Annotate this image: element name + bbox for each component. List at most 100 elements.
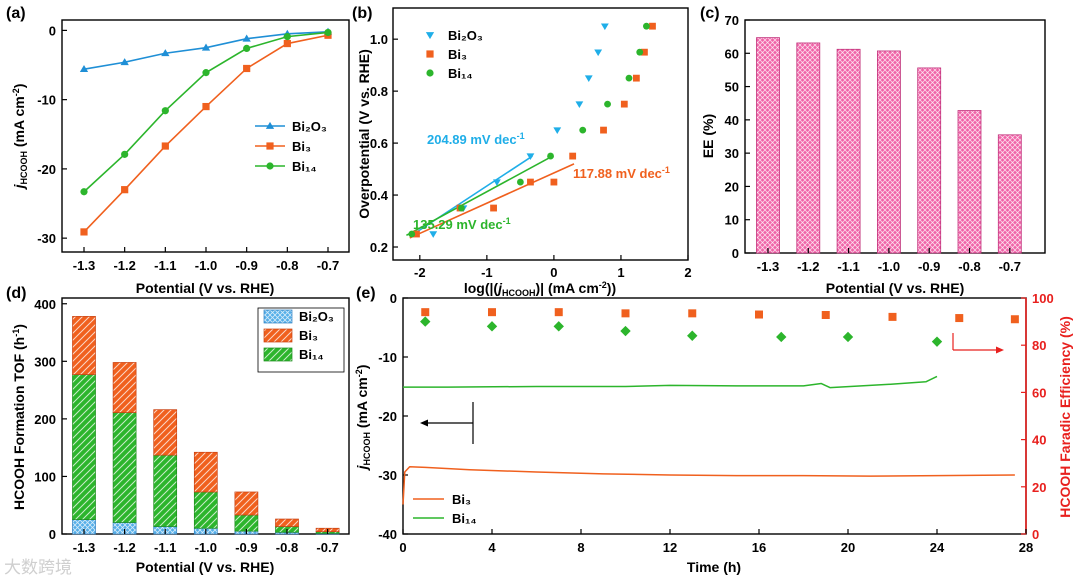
legend-label-bi14: Bi₁₄ (452, 511, 477, 526)
point-bi3 (413, 230, 420, 238)
panel-a-xtick-label: -1.2 (113, 258, 135, 273)
point-bi14 (636, 48, 644, 56)
point-bi14 (457, 204, 465, 212)
legend-label-bi3: Bi₃ (292, 139, 311, 154)
legend-label-bi3: Bi₃ (452, 492, 471, 507)
fe-point-bi3-fe (1010, 315, 1019, 324)
bar-bi14--1.1 (153, 454, 178, 527)
point-bi2o3 (242, 34, 251, 42)
panel-e-ytick-right-label: 100 (1032, 291, 1054, 306)
legend-swatch-bi3 (263, 328, 293, 343)
panel-c-xtick-label: -1.0 (878, 259, 900, 274)
fe-point-bi14-fe (687, 330, 698, 341)
panel-a-label: (a) (6, 5, 26, 22)
panel-b-xtick-label: -1 (481, 265, 493, 280)
panel-c: (c) -1.3 -1.2 -1.1 -1.0 -0.9 -0.8 -0.7 0 10 20 30 4… (700, 5, 1046, 296)
panel-b-xtick-label: 0 (550, 265, 557, 280)
panel-c-ytick-label: 70 (725, 13, 739, 28)
point-bi2o3 (600, 23, 609, 31)
panel-c-xtick-label: -1.3 (757, 259, 779, 274)
point-bi2o3 (584, 75, 593, 83)
panel-b-ytick-label: 0.6 (370, 136, 388, 151)
panel-e-label: (e) (356, 285, 376, 302)
fit-line-2 (406, 155, 553, 237)
legend-label-bi14: Bi₁₄ (448, 66, 473, 81)
point-bi3 (80, 228, 88, 236)
bar-bi3--0.8 (275, 518, 299, 527)
panel-d-xtick-label: -1.0 (195, 540, 217, 555)
panel-b-frame (392, 7, 689, 261)
panel-e-xtick-label: 12 (663, 540, 677, 555)
annotation-bi2o3-slope: 204.89 mV dec-1 (427, 131, 525, 147)
panel-e-ylabel-left: jHCOOH (mA cm-2) (354, 365, 372, 472)
point-bi3 (202, 102, 210, 111)
panel-c-xtick-label: -1.1 (837, 259, 859, 274)
panel-a-series (79, 27, 333, 236)
panel-a-xtick-label: -1.1 (154, 258, 176, 273)
panel-d-xtick-label: -1.2 (113, 540, 135, 555)
point-bi14 (161, 107, 169, 115)
point-bi3 (600, 126, 607, 134)
point-bi3 (283, 39, 291, 48)
panel-c-label: (c) (700, 5, 720, 22)
point-bi3 (243, 64, 251, 73)
bar-ee--1.3 (756, 37, 780, 254)
point-bi14 (643, 22, 650, 30)
legend-marker-bi3 (266, 142, 274, 150)
fe-point-bi3-fe (755, 310, 763, 319)
panel-a-ylabel: jHCOOH (mA cm-2) (11, 84, 29, 191)
fe-point-bi14-fe (776, 331, 787, 343)
point-bi3 (641, 48, 648, 56)
fe-point-bi3-fe (821, 310, 830, 319)
bar-bi14--1.2 (112, 412, 137, 523)
point-bi3 (632, 74, 640, 82)
point-bi14 (408, 230, 416, 238)
annotation-bi3-slope: 117.88 mV dec-1 (573, 165, 670, 181)
panel-b-ytick-label: 1.0 (370, 32, 388, 47)
annotation-bi14-slope: 135.29 mV dec-1 (413, 216, 511, 232)
panel-a: (a) -1.3 -1.2 -1.1 -1.0 -0.9 -0.8 -0.70-10-20-… (6, 5, 350, 296)
panel-b-xtick-label: 1 (617, 265, 624, 280)
panel-b-ytick-label: 0.4 (370, 188, 389, 203)
fe-point-bi3-fe (488, 308, 496, 317)
fit-line-1 (409, 163, 575, 239)
panel-a-xtick-label: -1.3 (73, 258, 95, 273)
fe-point-bi3-fe (955, 314, 964, 323)
point-bi14 (579, 126, 587, 134)
legend-swatch-bi14 (263, 347, 293, 362)
legend-marker-bi14 (266, 162, 274, 170)
current-line-bi3 (402, 465, 1015, 505)
panel-c-ytick-label: 30 (725, 146, 739, 161)
panel-b-xtick-label: -2 (414, 265, 426, 280)
panel-b: (b) -2 -1 0 1 20.20.40.60.81.0 Bi₂O₃Bi₃Bi₁₄ … (352, 5, 692, 298)
point-bi14 (283, 33, 291, 41)
panel-c-ytick-label: 60 (725, 46, 739, 61)
watermark: 大数跨境 (4, 558, 72, 578)
bar-ee--0.9 (917, 67, 942, 254)
panel-d-ticks: -1.3 -1.2 -1.1 -1.0 -0.9 -0.8 -0.7 0 100 200 300 40… (34, 297, 339, 555)
panel-c-bars (756, 37, 1022, 254)
panel-e-ytick-right-label: 0 (1032, 527, 1039, 542)
bar-ee--0.7 (997, 134, 1022, 254)
bar-bi14--1.0 (193, 491, 218, 529)
bar-bi3--1.0 (193, 451, 218, 493)
panel-a-frame (61, 19, 350, 253)
legend-label-bi14: Bi₁₄ (292, 159, 317, 174)
panel-a-ticks: -1.3 -1.2 -1.1 -1.0 -0.9 -0.8 -0.7 0 -10 -20 -30 (37, 23, 339, 273)
point-bi14 (202, 69, 210, 77)
panel-e-ytick-left-label: -20 (378, 409, 397, 424)
panel-e-xtick-label: 0 (399, 540, 406, 555)
fe-point-bi3-fe (421, 308, 430, 317)
legend-label-bi2o3: Bi₂O₃ (292, 119, 327, 134)
panel-c-xtick-label: -0.7 (999, 259, 1021, 274)
panel-c-ytick-label: 20 (725, 179, 739, 194)
fe-point-bi14-fe (553, 321, 564, 332)
panel-e-xtick-label: 24 (930, 540, 945, 555)
panel-a-ytick-label: -20 (37, 162, 56, 177)
legend-label-bi14: Bi₁₄ (299, 347, 324, 362)
bar-bi3--1.1 (153, 409, 178, 456)
bar-bi3--0.9 (234, 491, 259, 516)
bar-bi3--1.2 (112, 362, 137, 413)
fe-point-bi3-fe (621, 309, 630, 318)
panel-e-xtick-label: 8 (577, 540, 584, 555)
